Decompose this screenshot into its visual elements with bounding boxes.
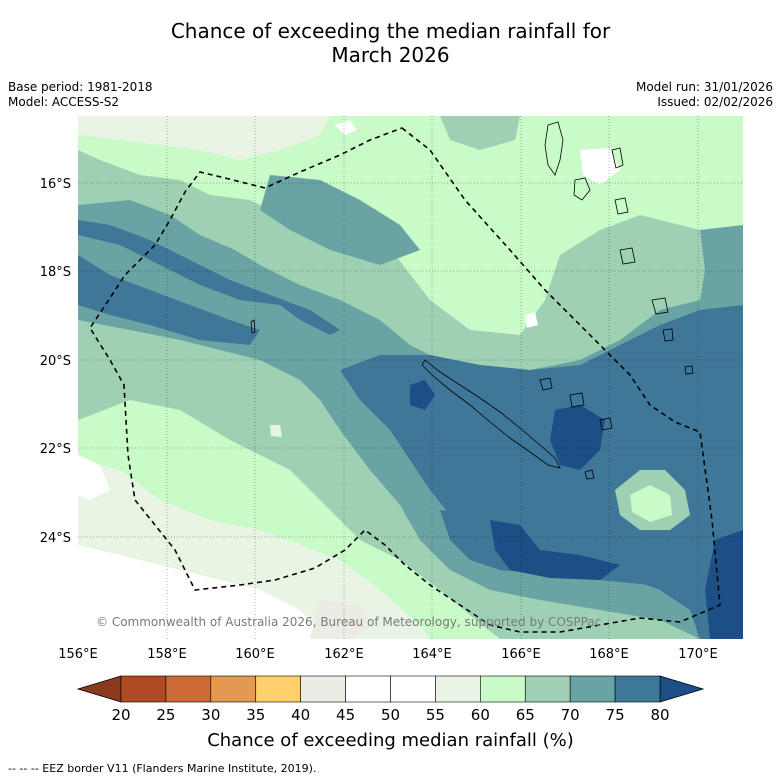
colorbar-tick-label: 25 xyxy=(156,706,175,724)
lat-label: 16°S xyxy=(40,177,71,192)
title-line-2: March 2026 xyxy=(331,43,450,67)
vanuatu-island-2 xyxy=(611,147,624,169)
contour-60-65-southeast xyxy=(630,485,672,522)
colorbar-tick-label: 50 xyxy=(381,706,400,724)
copyright-text: © Commonwealth of Australia 2026, Bureau… xyxy=(96,615,601,629)
colorbar-tick-label: 30 xyxy=(201,706,220,724)
eez-border xyxy=(89,127,721,633)
colorbar-cell xyxy=(614,675,661,703)
lon-label: 164°E xyxy=(412,647,452,662)
vanuatu-malekula-outline xyxy=(573,177,591,201)
contour-80-plus-southeast xyxy=(705,530,743,639)
colorbar-cell xyxy=(255,675,301,703)
contour-65-70-north-island xyxy=(440,116,520,150)
footer-eez-note: -- -- -- EEZ border V11 (Flanders Marine… xyxy=(8,762,317,775)
colorbar-tick-label: 60 xyxy=(471,706,490,724)
contour-80-plus-west xyxy=(410,380,435,410)
colorbar-cell xyxy=(390,675,436,703)
colorbar-cell xyxy=(345,675,391,703)
contour-45-55-south xyxy=(78,545,330,639)
model-name: Model: ACCESS-S2 xyxy=(8,95,120,109)
lon-label: 160°E xyxy=(235,647,275,662)
contour-70-75-east xyxy=(700,225,743,300)
vanuatu-santo-outline xyxy=(544,121,564,176)
vanuatu-efate-outline xyxy=(614,197,629,215)
colorbar-cell xyxy=(480,675,526,703)
contour-80-plus-south xyxy=(490,520,620,580)
title-line-1: Chance of exceeding the median rainfall … xyxy=(170,19,611,43)
base-period: Base period: 1981-2018 xyxy=(8,80,153,94)
colorbar: 20 25 30 35 40 45 50 55 60 65 70 75 80 xyxy=(76,675,705,724)
contour-55-60-north xyxy=(78,116,330,160)
lon-label: 170°E xyxy=(678,647,718,662)
map-gridlines xyxy=(78,116,743,639)
lon-label: 158°E xyxy=(147,647,187,662)
colorbar-tick-label: 75 xyxy=(606,706,625,724)
colorbar-cell xyxy=(300,675,346,703)
contour-80-plus-central xyxy=(550,405,605,470)
contour-75-80-west xyxy=(78,255,260,345)
issued-date: Issued: 02/02/2026 xyxy=(657,95,773,109)
contour-40-45-south xyxy=(310,600,375,639)
colorbar-cell xyxy=(165,675,212,703)
loyalty-island-1 xyxy=(539,377,553,391)
contour-70-75-north xyxy=(260,175,420,265)
lon-label: 166°E xyxy=(501,647,541,662)
meta-right: Model run: 31/01/2026 Issued: 02/02/2026 xyxy=(636,80,773,110)
map-title: Chance of exceeding the median rainfall … xyxy=(0,19,781,67)
new-caledonia-outline xyxy=(421,359,561,469)
small-island-outline xyxy=(684,365,694,375)
lon-label: 162°E xyxy=(324,647,364,662)
colorbar-tick-label: 80 xyxy=(650,706,669,724)
colorbar-tick-label: 40 xyxy=(291,706,310,724)
colorbar-cell xyxy=(524,675,571,703)
colorbar-tick-label: 55 xyxy=(426,706,445,724)
loyalty-island-2 xyxy=(569,392,585,408)
lon-label: 156°E xyxy=(58,647,98,662)
contour-55-60-patch xyxy=(270,425,282,437)
lat-label: 22°S xyxy=(40,442,71,457)
contour-75-80-northwest xyxy=(78,220,340,335)
colorbar-extend-low xyxy=(76,675,122,703)
colorbar-tick-label: 70 xyxy=(561,706,580,724)
contour-45-55-northeast xyxy=(580,148,620,185)
colorbar-cell xyxy=(569,675,616,703)
matthew-island-outline xyxy=(651,297,669,315)
contour-45-55-patch-1 xyxy=(335,120,357,135)
model-run: Model run: 31/01/2026 xyxy=(635,80,773,94)
lat-label: 18°S xyxy=(40,265,71,280)
lon-label: 168°E xyxy=(589,647,629,662)
colorbar-cell xyxy=(120,675,167,703)
hunter-island-outline xyxy=(662,328,674,342)
longitude-labels: 156°E 158°E 160°E 162°E 164°E 166°E 168°… xyxy=(58,647,718,662)
meta-left: Base period: 1981-2018 Model: ACCESS-S2 xyxy=(8,80,153,110)
map-area: © Commonwealth of Australia 2026, Bureau… xyxy=(78,116,743,639)
latitude-labels: 16°S 18°S 20°S 22°S 24°S xyxy=(40,177,71,546)
contour-45-55-patch-2 xyxy=(525,312,538,328)
colorbar-tick-label: 20 xyxy=(111,706,130,724)
isle-of-pines-outline xyxy=(584,469,595,480)
lat-label: 20°S xyxy=(40,354,71,369)
colorbar-cell xyxy=(435,675,481,703)
colorbar-label: Chance of exceeding median rainfall (%) xyxy=(207,730,574,751)
vanuatu-tanna-outline xyxy=(619,247,636,265)
colorbar-tick-label: 35 xyxy=(246,706,265,724)
lat-label: 24°S xyxy=(40,531,71,546)
colorbar-tick-label: 65 xyxy=(516,706,535,724)
colorbar-extend-high xyxy=(659,675,705,703)
loyalty-island-3 xyxy=(599,417,613,431)
colorbar-cell xyxy=(210,675,257,703)
contour-45-55-west xyxy=(78,455,110,500)
colorbar-tick-label: 45 xyxy=(336,706,355,724)
